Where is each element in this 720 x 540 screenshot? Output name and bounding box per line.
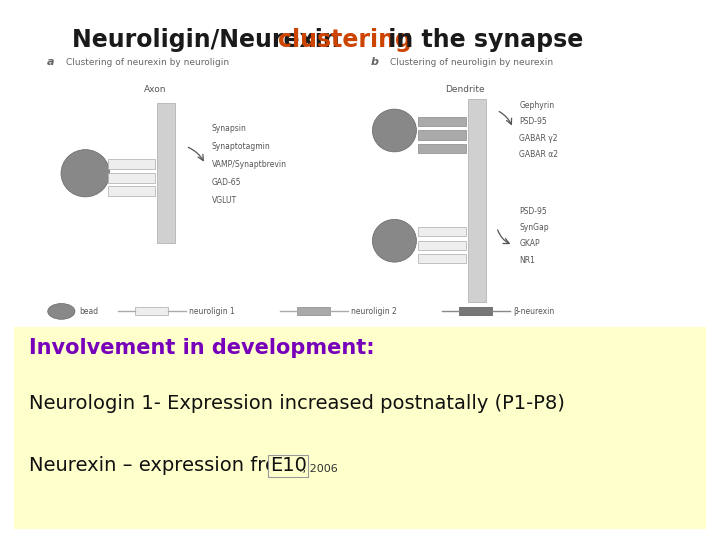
Bar [418, 117, 467, 126]
Text: Dendrite: Dendrite [445, 85, 485, 94]
Text: NR1: NR1 [520, 255, 536, 265]
Bar [157, 104, 175, 243]
Bar [418, 240, 467, 250]
Text: Neurologin 1- Expression increased postnatally (P1-P8): Neurologin 1- Expression increased postn… [29, 394, 564, 413]
Bar [459, 307, 492, 315]
Bar [108, 159, 155, 169]
Bar [418, 227, 467, 237]
Ellipse shape [372, 109, 416, 152]
Text: VGLUT: VGLUT [212, 195, 237, 205]
Text: bead: bead [79, 307, 98, 316]
Bar [297, 307, 330, 315]
Text: in the synapse: in the synapse [380, 29, 583, 52]
Text: Clustering of neurexin by neuroligin: Clustering of neurexin by neuroligin [66, 58, 229, 68]
Text: Neurexin – expression from: Neurexin – expression from [29, 456, 302, 475]
Text: VAMP/Synaptbrevin: VAMP/Synaptbrevin [212, 160, 287, 168]
Text: Clustering of neuroligin by neurexin: Clustering of neuroligin by neurexin [390, 58, 553, 68]
Text: a: a [46, 57, 54, 68]
Bar [468, 99, 486, 301]
Ellipse shape [48, 303, 75, 319]
Text: Neuroligin/Neurexin: Neuroligin/Neurexin [72, 29, 348, 52]
Text: β-neurexin: β-neurexin [513, 307, 554, 316]
Bar [418, 130, 467, 140]
Text: GKAP: GKAP [520, 239, 540, 248]
Text: Involvement in development:: Involvement in development: [29, 338, 374, 357]
Ellipse shape [61, 150, 109, 197]
Text: Synapsin: Synapsin [212, 124, 246, 133]
Text: SynGap: SynGap [520, 223, 549, 232]
Text: clustering: clustering [278, 29, 412, 52]
Text: neuroligin 1: neuroligin 1 [189, 307, 235, 316]
Text: Synaptotagmin: Synaptotagmin [212, 141, 271, 151]
Text: GABAR γ2: GABAR γ2 [520, 133, 558, 143]
Bar [108, 186, 155, 196]
Bar [418, 254, 467, 264]
Text: b: b [370, 57, 379, 68]
FancyBboxPatch shape [14, 327, 706, 529]
Text: E10: E10 [270, 456, 307, 475]
Text: PSD-95: PSD-95 [520, 207, 547, 216]
Bar [108, 173, 155, 183]
Text: PSD-95: PSD-95 [520, 118, 547, 126]
Text: neuroligin 2: neuroligin 2 [351, 307, 397, 316]
Text: ., 2006: ., 2006 [299, 464, 338, 475]
Text: GAD-65: GAD-65 [212, 178, 241, 187]
Bar [135, 307, 168, 315]
Text: Axon: Axon [143, 85, 166, 94]
Text: Gephyrin: Gephyrin [520, 102, 554, 110]
Text: GABAR α2: GABAR α2 [520, 150, 559, 159]
Bar [418, 144, 467, 153]
Ellipse shape [372, 219, 416, 262]
